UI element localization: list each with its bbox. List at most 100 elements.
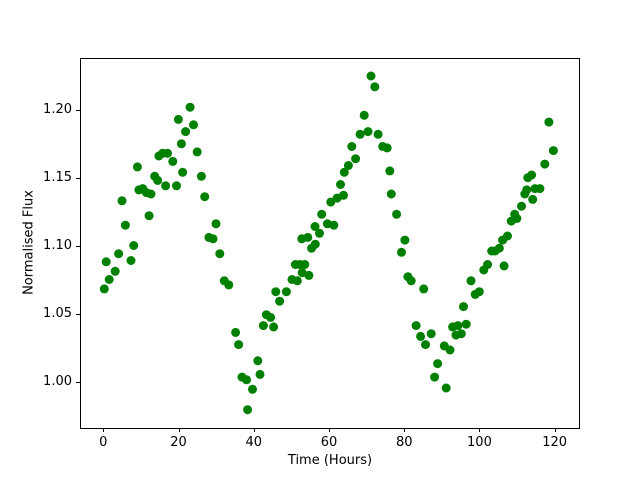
data-point: [441, 383, 451, 393]
data-point: [224, 280, 234, 290]
data-point: [185, 102, 195, 112]
y-tick-label: 1.05: [43, 305, 72, 321]
data-point: [499, 261, 509, 271]
data-point: [426, 329, 436, 339]
data-point: [300, 260, 310, 269]
y-tick-label: 1.20: [43, 102, 72, 118]
x-tick-mark: [404, 428, 406, 432]
data-point: [242, 375, 251, 385]
y-tick-mark: [76, 245, 80, 247]
data-point: [339, 167, 349, 177]
data-point: [527, 170, 537, 180]
data-point: [200, 192, 210, 202]
data-point: [400, 235, 410, 245]
data-point: [173, 114, 183, 124]
data-point: [215, 249, 225, 259]
y-tick-mark: [76, 381, 80, 383]
x-tick-label: 100: [467, 435, 492, 450]
data-point: [461, 319, 471, 329]
x-tick-label: 80: [395, 435, 413, 450]
data-point: [101, 257, 111, 267]
data-point: [271, 287, 281, 297]
data-point: [114, 249, 124, 259]
data-point: [329, 220, 339, 230]
data-point: [359, 110, 369, 120]
data-point: [243, 405, 253, 415]
data-point: [466, 276, 476, 286]
data-point: [292, 276, 302, 286]
data-point: [266, 312, 276, 322]
data-point: [178, 167, 188, 177]
data-point: [373, 129, 383, 139]
data-point: [385, 166, 395, 176]
data-point: [144, 211, 154, 221]
x-tick-label: 120: [542, 435, 568, 450]
data-point: [355, 129, 365, 139]
data-point: [176, 139, 186, 149]
data-point: [386, 189, 396, 199]
data-point: [146, 189, 156, 199]
data-point: [208, 234, 218, 244]
y-tick-label: 1.15: [43, 170, 72, 186]
x-tick-mark: [554, 428, 556, 432]
data-point: [459, 302, 468, 312]
y-tick-mark: [76, 178, 80, 180]
data-point: [456, 329, 466, 339]
data-point: [411, 321, 421, 331]
x-tick-mark: [329, 428, 330, 432]
data-point: [172, 181, 181, 191]
data-point: [304, 270, 314, 280]
data-point: [189, 120, 198, 130]
data-point: [317, 209, 327, 219]
data-point: [474, 287, 484, 297]
data-point: [117, 196, 127, 206]
data-point: [132, 162, 142, 172]
data-point: [494, 243, 504, 253]
data-point: [343, 161, 353, 170]
data-point: [433, 359, 443, 369]
data-point: [366, 71, 376, 81]
x-tick-mark: [103, 428, 105, 432]
data-point: [253, 356, 263, 366]
data-point: [453, 321, 463, 331]
plot-area: [80, 58, 580, 429]
data-point: [392, 209, 402, 219]
data-point: [528, 194, 538, 204]
y-axis-label: Normalised Flux: [21, 190, 37, 295]
data-point: [363, 127, 373, 137]
data-point: [419, 284, 429, 294]
data-point: [416, 331, 426, 341]
data-point: [211, 219, 221, 229]
data-point: [512, 213, 522, 223]
data-point: [255, 369, 265, 379]
data-point: [483, 260, 493, 269]
data-point: [445, 345, 455, 355]
data-point: [310, 222, 320, 231]
data-point: [161, 181, 171, 191]
data-point: [110, 266, 120, 276]
data-point: [153, 175, 163, 185]
x-tick-label: 40: [245, 435, 263, 450]
data-point: [336, 180, 345, 189]
scatter-plot: [99, 71, 558, 415]
data-point: [310, 239, 320, 249]
data-point: [248, 384, 257, 394]
x-tick-label: 60: [320, 435, 338, 450]
data-point: [163, 148, 172, 158]
data-point: [181, 127, 191, 137]
data-point: [281, 287, 291, 297]
data-point: [275, 296, 285, 306]
data-point: [234, 340, 244, 350]
x-tick-mark: [479, 428, 481, 432]
y-tick-mark: [76, 110, 80, 112]
y-tick-label: 1.10: [43, 237, 72, 253]
data-point: [192, 147, 202, 157]
data-point: [351, 154, 361, 164]
data-point: [196, 171, 206, 181]
x-tick-label: 20: [170, 435, 187, 450]
data-point: [120, 220, 130, 230]
data-point: [315, 228, 324, 238]
data-point: [129, 241, 139, 250]
x-tick-label: 0: [99, 435, 108, 450]
